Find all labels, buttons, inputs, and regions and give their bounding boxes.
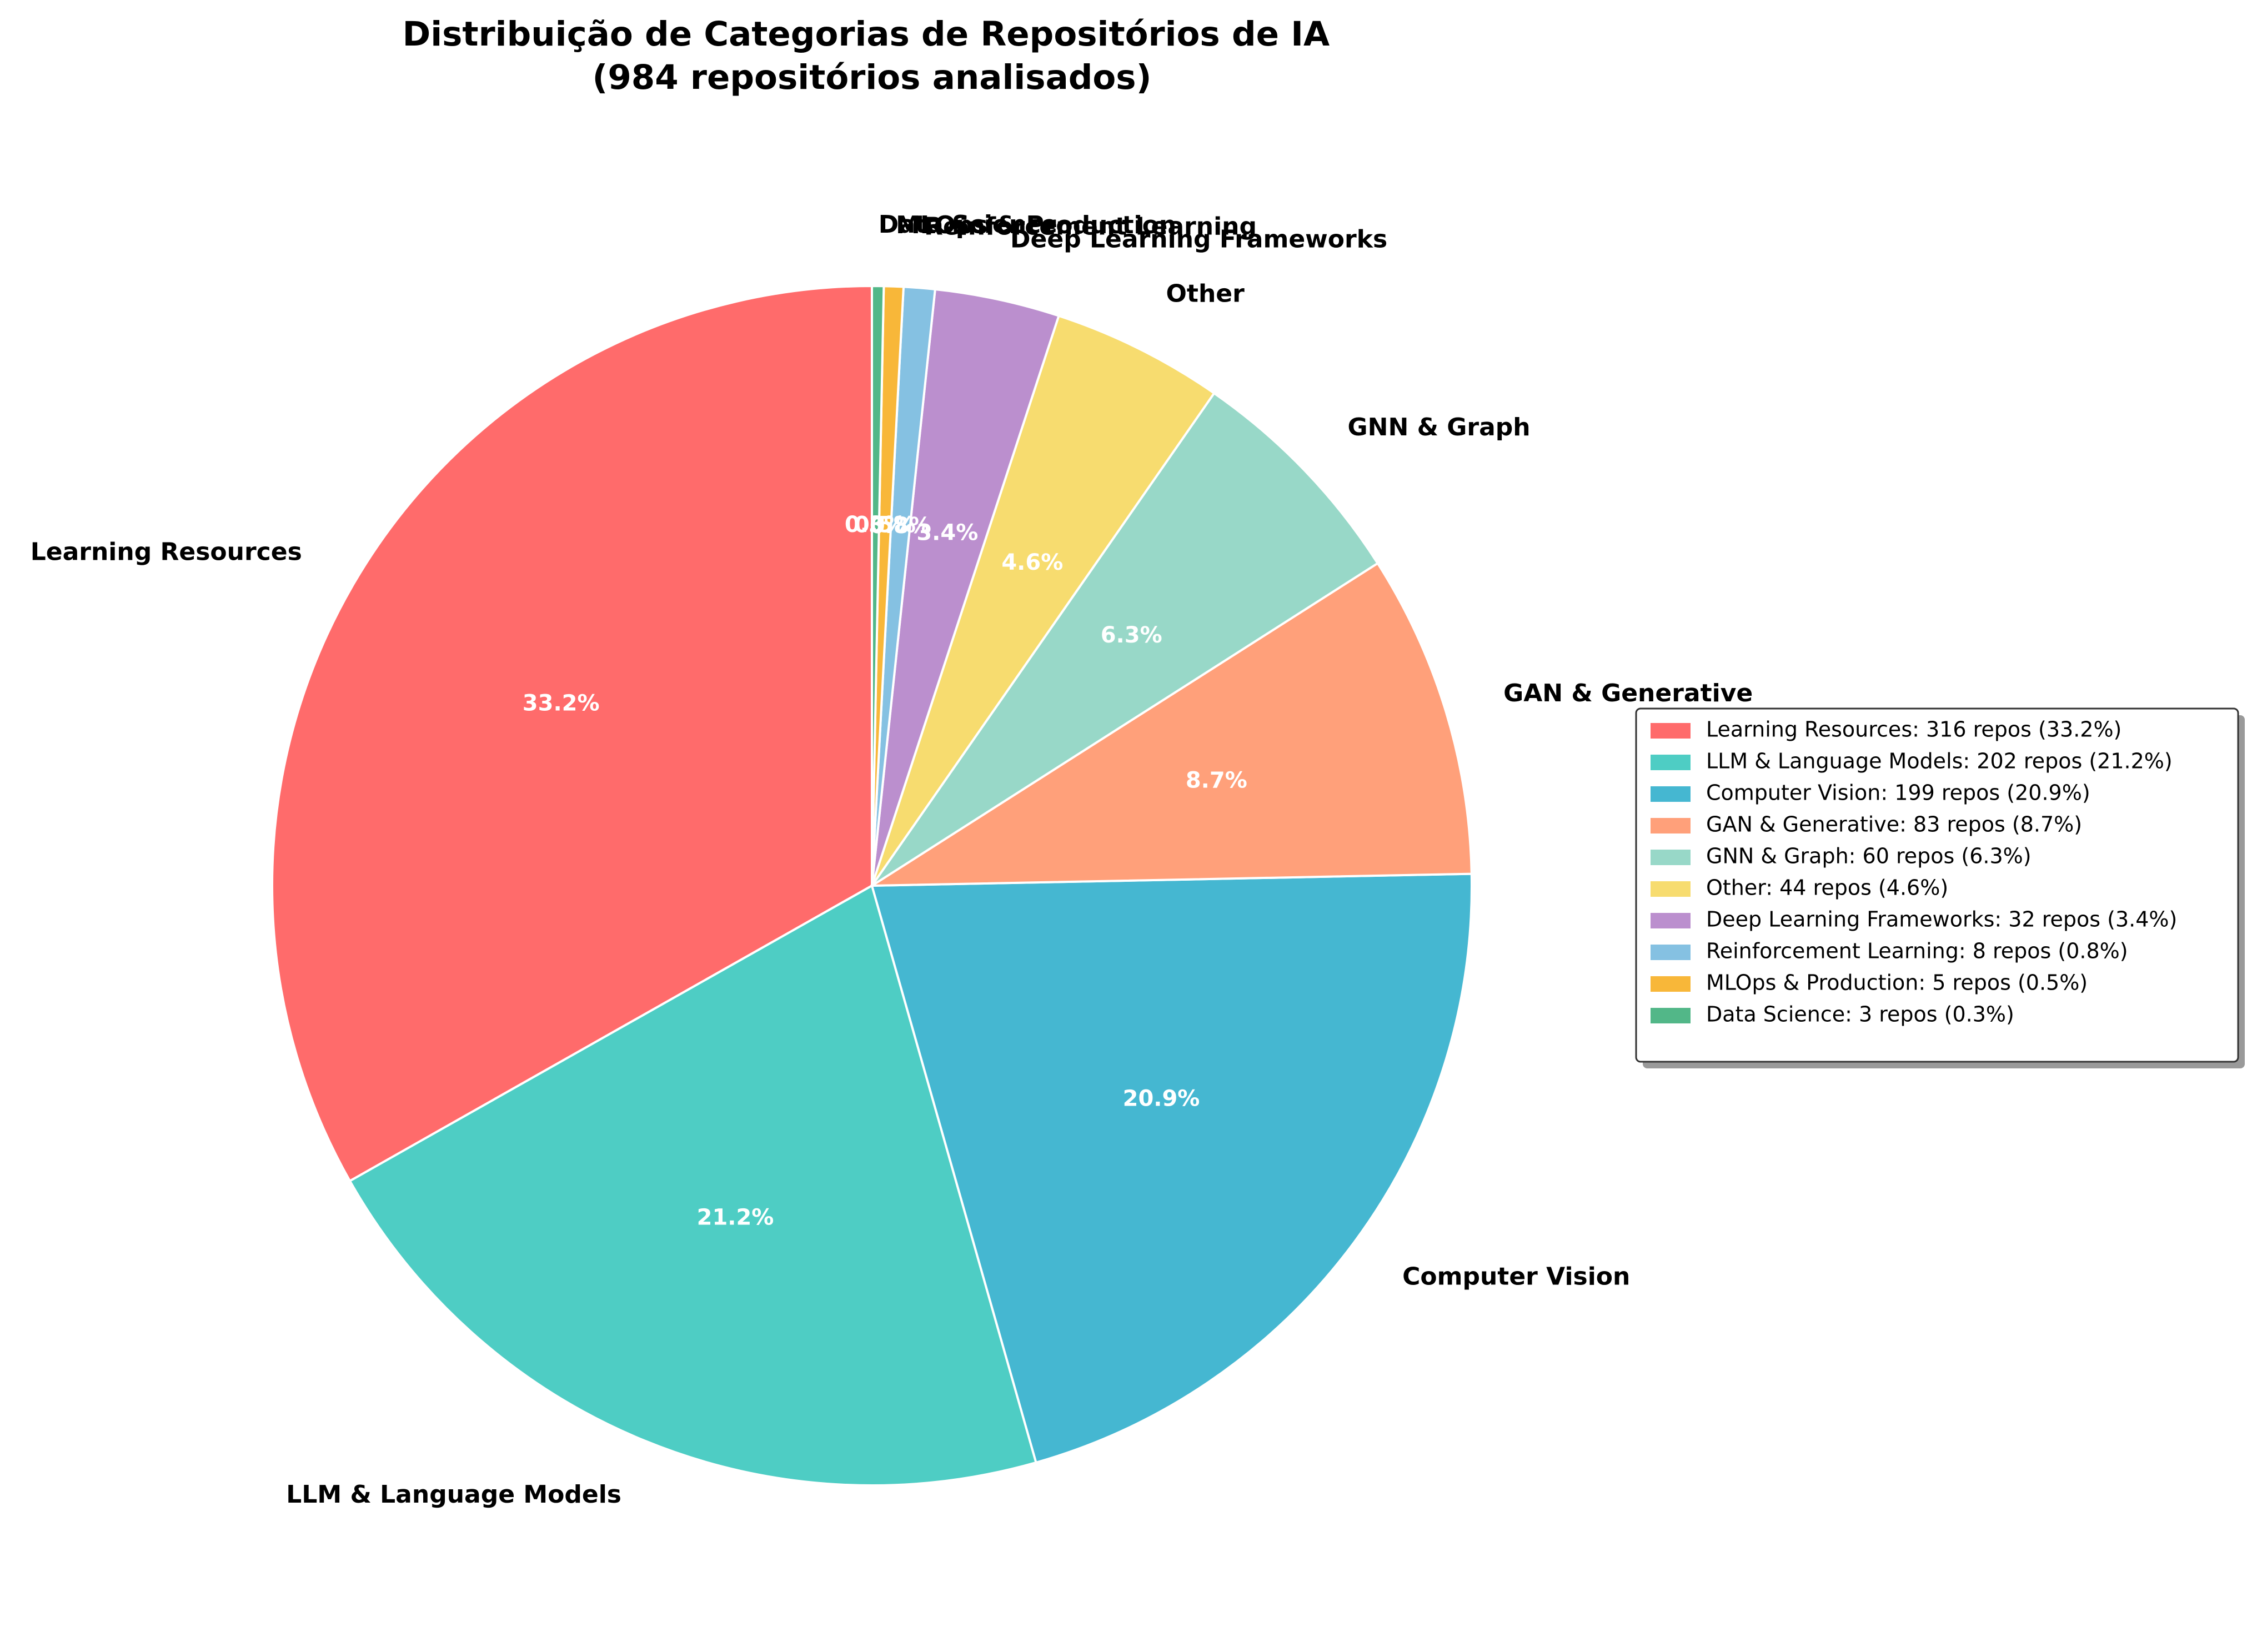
percent-label-data-science: 0.3% (845, 512, 906, 538)
chart-title-line-1: Distribuição de Categorias de Repositóri… (403, 14, 1330, 54)
category-label-gnn-and-graph: GNN & Graph (1348, 413, 1531, 441)
category-label-data-science: Data Science (879, 210, 1057, 239)
category-label-deep-learning-frameworks: Deep Learning Frameworks (1010, 225, 1387, 253)
legend-entry-learning-resources: Learning Resources: 316 repos (33.2%) (1706, 717, 2121, 742)
legend-swatch-gan-and-generative (1651, 818, 1691, 833)
category-label-gan-and-generative: GAN & Generative (1503, 679, 1753, 707)
pie-slice-data-science (871, 284, 885, 886)
legend: Learning Resources: 316 repos (33.2%) LLM… (1635, 707, 2245, 1068)
legend-frame (1635, 707, 2239, 1063)
legend-entry-computer-vision: Computer Vision: 199 repos (20.9%) (1706, 781, 2090, 805)
percent-label-gnn-and-graph: 6.3% (1101, 622, 1162, 648)
pie-slice-computer-vision (870, 872, 1473, 1464)
percent-label-computer-vision: 20.9% (1123, 1086, 1200, 1111)
legend-swatch-computer-vision (1651, 786, 1691, 802)
legend-swatch-reinforcement-learning (1651, 945, 1691, 960)
category-label-learning-resources: Learning Resources (31, 538, 302, 566)
percent-label-reinforcement-learning: 0.8% (870, 513, 931, 539)
pie-slice-gan-and-generative (867, 561, 1473, 887)
percent-label-other: 4.6% (1001, 550, 1063, 575)
pie-slice-other (871, 314, 1216, 887)
pie-slices (271, 284, 1473, 1487)
percent-labels: 33.2% 21.2% 20.9% 8.7% 6.3% 4.6% 3.4%0.8%0.5%0… (523, 512, 1247, 1231)
legend-entry-data-science: Data Science: 3 repos (0.3%) (1706, 1002, 2014, 1027)
category-label-llm-and-language-models: LLM & Language Models (286, 1480, 621, 1509)
chart-title: Distribuição de Categorias de Repositóri… (403, 14, 1342, 97)
pie-slice-gnn-and-graph (871, 391, 1380, 887)
legend-swatch-mlops-and-production (1651, 976, 1691, 992)
category-label-mlops-and-production: MLOps & Production (896, 211, 1176, 239)
legend-entry-llm-and-language-models: LLM & Language Models: 202 repos (21.2%) (1706, 749, 2173, 774)
legend-swatch-other (1651, 881, 1691, 897)
category-label-other: Other (1166, 280, 1245, 308)
pie-slice-deep-learning-frameworks (871, 288, 1060, 886)
legend-swatch-deep-learning-frameworks (1651, 913, 1691, 928)
legend-swatch-learning-resources (1651, 723, 1691, 739)
legend-entry-reinforcement-learning: Reinforcement Learning: 8 repos (0.8%) (1706, 939, 2128, 963)
legend-swatch-data-science (1651, 1008, 1691, 1023)
chart-title-line-2: (984 repositórios analisados) (592, 58, 1151, 97)
percent-label-gan-and-generative: 8.7% (1186, 767, 1247, 793)
pie-slice-llm-and-language-models (348, 884, 1038, 1487)
legend-swatch-gnn-and-graph (1651, 850, 1691, 865)
legend-entry-gan-and-generative: GAN & Generative: 83 repos (8.7%) (1706, 812, 2082, 837)
percent-label-deep-learning-frameworks: 3.4% (916, 520, 978, 545)
percent-label-llm-and-language-models: 21.2% (697, 1205, 774, 1231)
legend-entry-gnn-and-graph: GNN & Graph: 60 repos (6.3%) (1706, 844, 2032, 868)
legend-entry-deep-learning-frameworks: Deep Learning Frameworks: 32 repos (3.4%… (1706, 907, 2177, 932)
legend-entry-other: Other: 44 repos (4.6%) (1706, 876, 1948, 900)
pie-slice-learning-resources (271, 284, 873, 1183)
legend-swatch-llm-and-language-models (1651, 755, 1691, 770)
category-labels: Learning Resources LLM & Language Models C… (31, 210, 1753, 1509)
category-label-reinforcement-learning: Reinforcement Learning (924, 213, 1257, 241)
legend-entry-mlops-and-production: MLOps & Production: 5 repos (0.5%) (1706, 971, 2088, 995)
category-label-computer-vision: Computer Vision (1402, 1263, 1630, 1291)
percent-label-learning-resources: 33.2% (523, 691, 600, 716)
percent-label-mlops-and-production: 0.5% (854, 512, 916, 538)
